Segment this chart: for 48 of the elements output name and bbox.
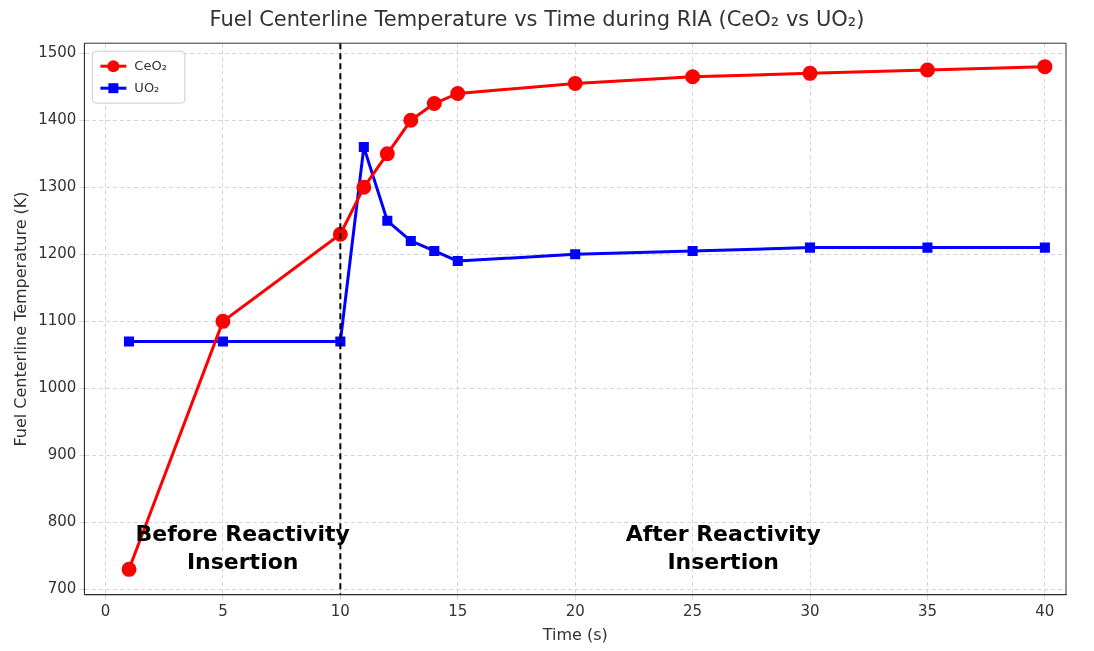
point [567,75,583,91]
y-axis-title: Fuel Centerline Temperature (K) [10,191,30,447]
point [123,336,135,347]
x-tick-label: 10 [330,601,350,620]
x-tick-label: 15 [448,601,468,620]
x-tick-label: 0 [100,601,111,620]
point [922,242,933,253]
point [356,179,372,195]
legend-label: CeO₂ [134,57,167,73]
point [919,62,935,78]
legend-label: UO₂ [134,79,160,95]
point [379,146,395,162]
x-tick-label: 20 [565,601,585,620]
point [1039,242,1050,253]
point [405,235,416,246]
y-tick-label: 1500 [38,43,77,62]
y-tick-label: 1000 [38,378,77,397]
annotation: After Reactivity Insertion [625,520,821,574]
point [687,245,698,257]
y-tick-label: 1100 [38,311,77,330]
point [426,96,442,112]
point [452,255,463,267]
x-tick-label: 5 [218,601,228,620]
point [217,336,228,347]
point [1037,59,1053,75]
y-tick-label: 1300 [38,177,77,196]
point [382,215,393,226]
y-tick-label: 900 [47,445,77,464]
y-tick-label: 1400 [38,110,77,129]
y-tick-label: 1200 [38,244,77,263]
x-axis-title: Time (s) [541,624,608,644]
x-tick-label: 30 [800,601,820,620]
x-tick-label: 35 [917,601,937,620]
point [570,249,581,260]
point [802,65,818,81]
point [685,69,701,85]
chart-title: Fuel Centerline Temperature vs Time during RIA (CeO₂ vs UO₂) [209,7,865,32]
point [403,112,419,128]
x-tick-label: 25 [683,601,703,620]
point [429,245,440,257]
point [215,313,231,329]
point [121,561,137,577]
point [450,85,466,101]
point [358,142,369,153]
x-tick-label: 40 [1035,601,1055,620]
y-tick-label: 800 [47,512,77,531]
point [804,242,816,253]
y-tick-label: 700 [47,579,77,598]
